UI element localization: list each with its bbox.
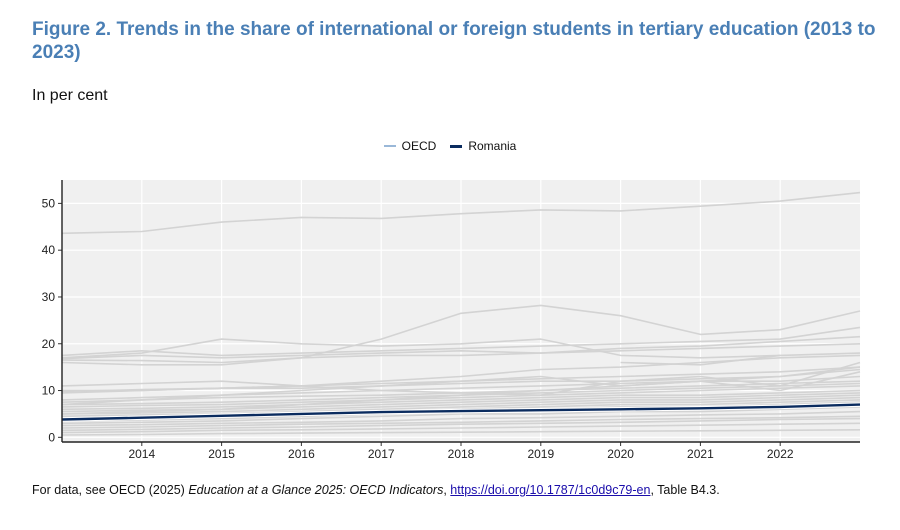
- oecd-country-line-19: [61, 406, 861, 425]
- chart-title: Figure 2. Trends in the share of interna…: [32, 19, 876, 63]
- x-tick-label: 2021: [687, 447, 714, 461]
- line-chart: 0 10 20 30 40 50 2014 2015 2016 2017 2018 2019 2020 2…: [42, 180, 861, 461]
- source-publication: Education at a Glance 2025: OECD Indicat…: [188, 483, 444, 497]
- romania-line: [61, 403, 861, 421]
- y-tick-label: 40: [42, 243, 56, 257]
- source-separator: ,: [443, 483, 451, 497]
- oecd-country-line-23: [61, 422, 861, 434]
- oecd-country-line-2: [61, 338, 861, 359]
- oecd-country-line-21: [61, 415, 861, 429]
- oecd-country-line-27: [61, 366, 861, 415]
- y-tick-label: 0: [48, 430, 55, 444]
- source-suffix: , Table B4.3.: [650, 483, 720, 497]
- chart-subtitle: In per cent: [32, 87, 108, 104]
- legend-item-romania: Romania: [450, 139, 516, 153]
- oecd-country-line-5: [61, 335, 861, 360]
- y-tick-label: 50: [42, 196, 56, 210]
- legend-swatch-oecd: [383, 145, 396, 147]
- oecd-country-line-13: [61, 389, 861, 411]
- oecd-country-line-26: [61, 371, 861, 406]
- oecd-country-line-28: [620, 354, 781, 366]
- oecd-country-line-8: [62, 368, 861, 392]
- x-tick-label: 2020: [607, 447, 634, 461]
- y-tick-label: 10: [42, 384, 56, 398]
- oecd-country-line-24: [61, 429, 861, 436]
- x-tick-label: 2016: [288, 447, 315, 461]
- x-tick-label: 2014: [128, 447, 155, 461]
- legend-label-romania: Romania: [468, 139, 517, 153]
- x-tick-label: 2018: [448, 447, 475, 461]
- oecd-country-line-4: [61, 343, 861, 366]
- oecd-country-line-22: [61, 417, 861, 432]
- oecd-country-line-3: [61, 326, 861, 357]
- x-tick-label: 2015: [208, 447, 235, 461]
- oecd-country-line-0: [61, 191, 861, 235]
- legend-swatch-romania: [450, 144, 463, 148]
- y-tick-label: 30: [42, 290, 56, 304]
- legend-label-oecd: OECD: [401, 139, 437, 153]
- x-tick-label: 2017: [368, 447, 395, 461]
- oecd-country-line-15: [61, 394, 861, 415]
- source-link[interactable]: https://doi.org/10.1787/1c0d9c79-en: [450, 483, 651, 497]
- oecd-country-line-12: [61, 385, 861, 408]
- oecd-country-line-20: [61, 410, 861, 427]
- chart-legend: OECD Romania: [0, 139, 900, 153]
- x-tick-label: 2019: [527, 447, 554, 461]
- legend-item-oecd: OECD: [383, 139, 437, 153]
- oecd-country-line-1: [61, 304, 861, 364]
- y-tick-label: 20: [42, 337, 56, 351]
- source-note: For data, see OECD (2025) Education at a…: [32, 483, 720, 497]
- source-prefix: For data, see OECD (2025): [32, 483, 189, 497]
- x-tick-label: 2022: [767, 447, 794, 461]
